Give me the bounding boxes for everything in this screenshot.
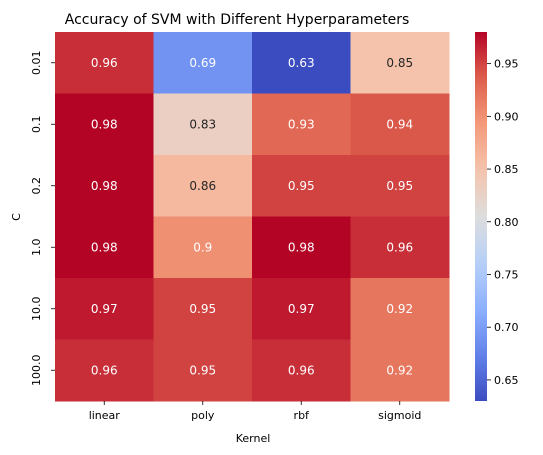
heatmap-cell	[153, 339, 253, 402]
colorbar-tick-label: 0.95	[494, 58, 519, 71]
cell-value-label: 0.93	[288, 117, 315, 131]
cell-value-label: 0.95	[288, 179, 315, 193]
x-axis: linear poly rbf sigmoid	[89, 401, 421, 422]
heatmap-cell	[252, 93, 351, 156]
cell-value-label: 0.95	[189, 363, 216, 377]
colorbar-tick-label: 0.90	[494, 110, 519, 123]
heatmap-cells: 0.96 0.69 0.63 0.85 0.98 0.83 0.93 0.94 0.98 0.86…	[55, 32, 450, 402]
y-tick-label: 100.0	[30, 355, 43, 387]
cell-value-label: 0.98	[91, 117, 118, 131]
x-tick-label: poly	[191, 409, 215, 422]
colorbar: 0.65 0.70 0.75 0.80 0.85 0.90 0.95	[475, 32, 519, 401]
colorbar-tick-label: 0.65	[494, 374, 519, 387]
heatmap-cell	[153, 93, 253, 156]
heatmap-cell	[252, 32, 351, 94]
y-tick-label: 10.0	[30, 297, 43, 322]
heatmap-cell	[350, 155, 450, 217]
cell-value-label: 0.9	[193, 240, 212, 254]
heatmap-cell	[55, 339, 154, 402]
heatmap-cell	[252, 278, 351, 340]
cell-value-label: 0.63	[288, 56, 315, 70]
cell-value-label: 0.92	[386, 302, 413, 316]
heatmap-cell	[252, 339, 351, 402]
y-axis-label: C	[10, 213, 23, 221]
heatmap-cell	[153, 155, 253, 217]
x-axis-label: Kernel	[236, 432, 271, 445]
heatmap-cell	[350, 93, 450, 156]
cell-value-label: 0.86	[189, 179, 216, 193]
y-tick-label: 1.0	[30, 239, 43, 257]
heatmap-cell	[55, 32, 154, 94]
heatmap-cell	[350, 216, 450, 279]
cell-value-label: 0.96	[91, 363, 118, 377]
cell-value-label: 0.96	[386, 240, 413, 254]
cell-value-label: 0.85	[386, 56, 413, 70]
cell-value-label: 0.97	[91, 302, 118, 316]
colorbar-gradient	[475, 32, 487, 401]
x-tick-label: sigmoid	[378, 409, 421, 422]
cell-value-label: 0.94	[386, 117, 413, 131]
heatmap-cell	[350, 278, 450, 340]
cell-value-label: 0.83	[189, 117, 216, 131]
cell-value-label: 0.95	[189, 302, 216, 316]
colorbar-tick-label: 0.70	[494, 321, 519, 334]
colorbar-tick-label: 0.80	[494, 216, 519, 229]
x-tick-label: linear	[89, 409, 121, 422]
colorbar-tick-label: 0.75	[494, 268, 519, 281]
cell-value-label: 0.69	[189, 56, 216, 70]
cell-value-label: 0.97	[288, 302, 315, 316]
y-tick-label: 0.1	[30, 116, 43, 134]
cell-value-label: 0.95	[386, 179, 413, 193]
x-tick-label: rbf	[294, 409, 311, 422]
heatmap-cell	[55, 93, 154, 156]
y-tick-label: 0.01	[30, 51, 43, 76]
cell-value-label: 0.98	[91, 240, 118, 254]
heatmap-cell	[153, 216, 253, 279]
cell-value-label: 0.92	[386, 363, 413, 377]
heatmap-cell	[252, 216, 351, 279]
heatmap-cell	[350, 339, 450, 402]
y-axis: 0.01 0.1 0.2 1.0 10.0 100.0	[30, 51, 55, 387]
cell-value-label: 0.98	[288, 240, 315, 254]
heatmap-cell	[153, 32, 253, 94]
heatmap-cell	[153, 278, 253, 340]
heatmap-cell	[55, 155, 154, 217]
chart-title: Accuracy of SVM with Different Hyperpara…	[65, 12, 410, 28]
cell-value-label: 0.96	[288, 363, 315, 377]
cell-value-label: 0.96	[91, 56, 118, 70]
colorbar-tick-label: 0.85	[494, 163, 519, 176]
heatmap-cell	[252, 155, 351, 217]
y-tick-label: 0.2	[30, 177, 43, 195]
heatmap-cell	[55, 278, 154, 340]
heatmap-cell	[350, 32, 450, 94]
cell-value-label: 0.98	[91, 179, 118, 193]
heatmap-cell	[55, 216, 154, 279]
